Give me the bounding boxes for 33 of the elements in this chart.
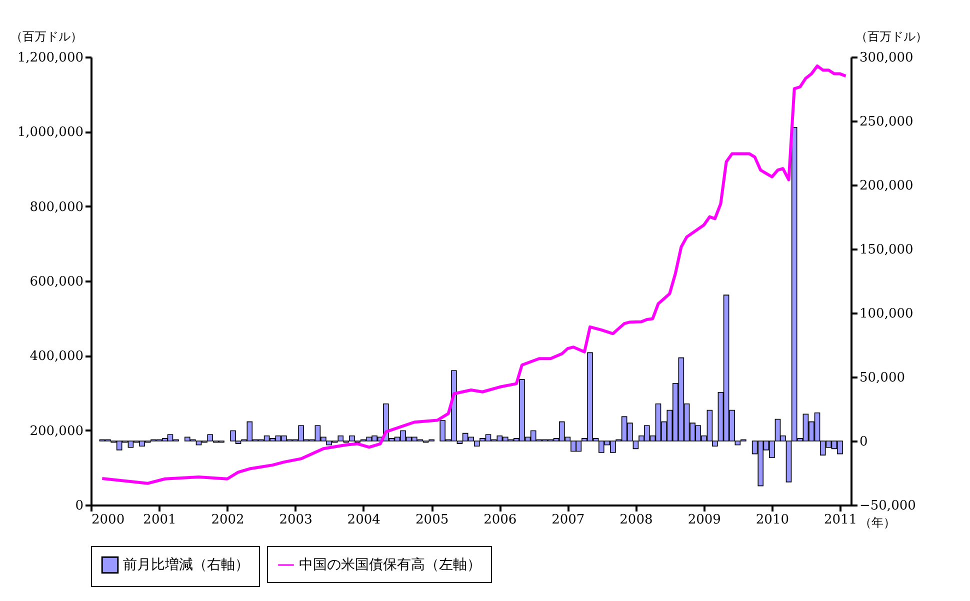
y-tick-label: 200,000: [30, 424, 84, 439]
y2-tick-label: 50,000: [860, 370, 905, 386]
y2-tick-label: 100,000: [860, 306, 914, 322]
y2-tick-label: 200,000: [860, 178, 914, 194]
x-tick-label: 2000: [92, 512, 125, 528]
y2-tick-label: 150,000: [860, 242, 914, 258]
y2-tick-label: 250,000: [860, 114, 914, 130]
line-series: [100, 64, 848, 485]
x-tick-label: 2002: [211, 512, 244, 528]
y2-tick-label: 300,000: [860, 50, 914, 66]
x-tick-label: 2010: [756, 512, 790, 528]
y2-axis-title: （百万ドル）: [856, 30, 928, 44]
y-tick-label: 800,000: [30, 200, 84, 215]
x-tick-label: 2006: [484, 512, 517, 528]
x-tick-label: 2004: [347, 512, 380, 528]
y-tick-label: 0: [75, 498, 84, 514]
x-tick-label: 2005: [416, 512, 449, 528]
x-tick-label: 2009: [688, 512, 721, 528]
legend-label: 中国の米国債保有高（左軸）: [299, 557, 481, 573]
x-tick-label: 2008: [620, 512, 653, 528]
y-axis-title: （百万ドル）: [10, 30, 82, 44]
x-tick-label: 2011: [824, 512, 858, 528]
y-tick-label: 600,000: [30, 274, 84, 290]
x-axis-title: （年）: [860, 516, 896, 530]
x-tick-label: 2003: [279, 512, 312, 528]
legend-label: 前月比増減（右軸）: [123, 556, 249, 573]
y2-tick-label: 0: [860, 434, 868, 450]
y-tick-label: 1,000,000: [17, 125, 84, 140]
y2-tick-label: −50,000: [860, 498, 916, 514]
y-tick-label: 1,200,000: [17, 50, 84, 66]
y-tick-label: 400,000: [30, 349, 84, 364]
x-tick-label: 2001: [143, 512, 176, 528]
x-tick-label: 2007: [552, 512, 585, 528]
